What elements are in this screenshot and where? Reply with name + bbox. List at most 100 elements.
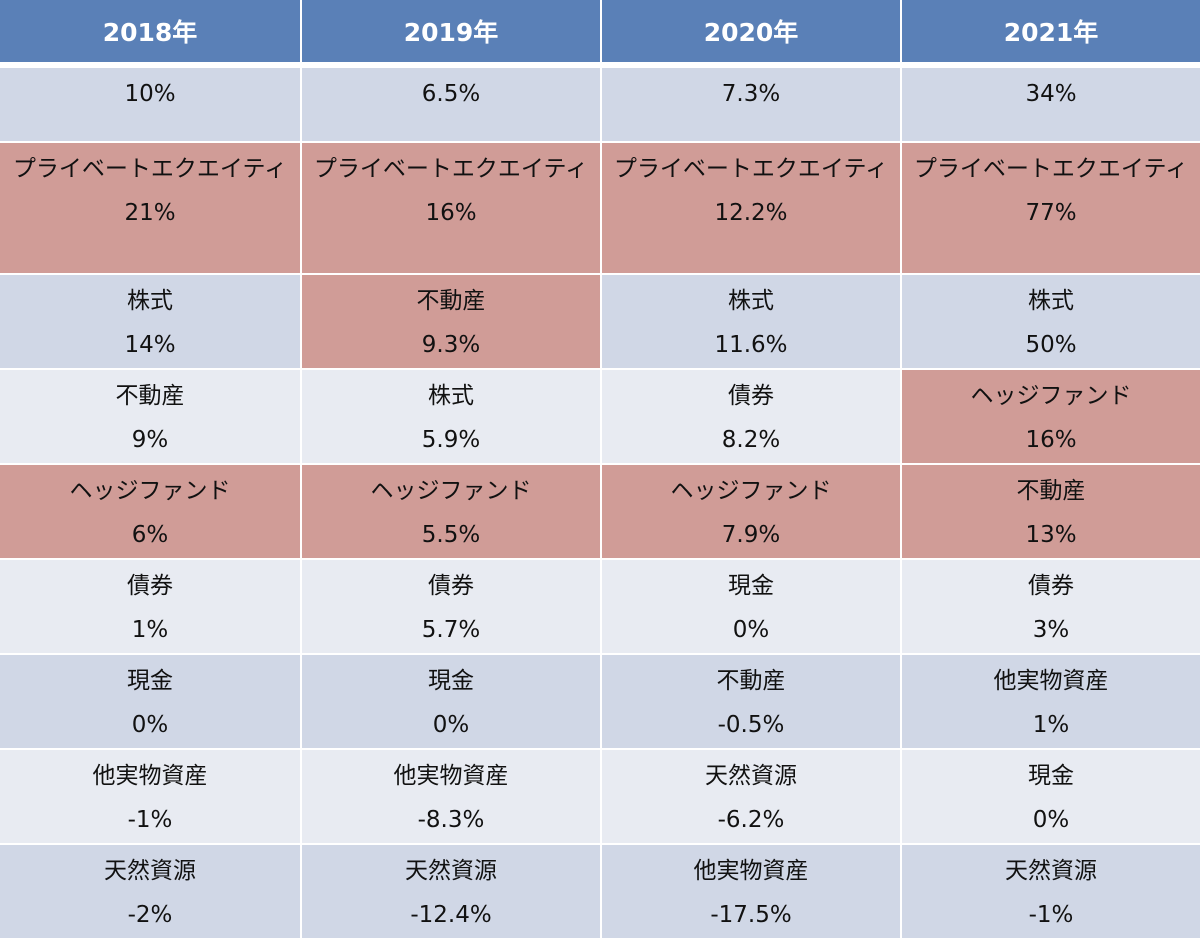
table-cell: 現金 0%	[0, 655, 300, 750]
cell-asset: 債券	[1028, 573, 1074, 599]
cell-value: -1%	[1028, 902, 1074, 928]
year-header-2019: 2019年	[300, 0, 600, 68]
table-cell: 天然資源 -1%	[900, 845, 1200, 940]
cell-value: 13%	[1025, 522, 1077, 548]
table-cell: 他実物資産 -8.3%	[300, 750, 600, 845]
cell-value: -6.2%	[717, 807, 785, 833]
table-row: 他実物資産 -1% 他実物資産 -8.3% 天然資源 -6.2% 現金 0%	[0, 750, 1200, 845]
cell-asset: 天然資源	[1005, 858, 1097, 884]
cell-value: 12.2%	[714, 200, 788, 226]
table-row: 債券 1% 債券 5.7% 現金 0% 債券 3%	[0, 560, 1200, 655]
cell-value: 10%	[124, 81, 176, 107]
table-cell: 株式 11.6%	[600, 275, 900, 370]
cell-value: 5.5%	[421, 522, 481, 548]
table-cell: ヘッジファンド 7.9%	[600, 465, 900, 560]
cell-asset: 天然資源	[104, 858, 196, 884]
cell-asset: 不動産	[416, 288, 486, 314]
cell-asset: 株式	[728, 288, 774, 314]
cell-value: 5.7%	[421, 617, 481, 643]
cell-asset: ヘッジファンド	[970, 383, 1132, 409]
cell-value: -0.5%	[717, 712, 785, 738]
table-cell: 株式 14%	[0, 275, 300, 370]
cell-value: -12.4%	[410, 902, 492, 928]
cell-value: 6.5%	[421, 81, 481, 107]
table-cell: 債券 8.2%	[600, 370, 900, 465]
cell-asset: 不動産	[1016, 478, 1086, 504]
cell-asset: 他実物資産	[693, 858, 809, 884]
cell-asset: 天然資源	[705, 763, 797, 789]
table-cell: 他実物資産 -1%	[0, 750, 300, 845]
table-cell: ヘッジファンド 5.5%	[300, 465, 600, 560]
table-row: 天然資源 -2% 天然資源 -12.4% 他実物資産 -17.5% 天然資源 -1%	[0, 845, 1200, 940]
table-cell: プライベートエクエイティ 12.2%	[600, 143, 900, 275]
table-cell: 現金 0%	[300, 655, 600, 750]
cell-value: 8.2%	[721, 427, 781, 453]
cell-asset: 債券	[428, 573, 474, 599]
cell-value: 3%	[1032, 617, 1070, 643]
table-row: ヘッジファンド 6% ヘッジファンド 5.5% ヘッジファンド 7.9% 不動産 13%	[0, 465, 1200, 560]
table-cell: 株式 5.9%	[300, 370, 600, 465]
cell-value: 21%	[124, 200, 176, 226]
table-cell: プライベートエクエイティ 77%	[900, 143, 1200, 275]
table-cell: ヘッジファンド 6%	[0, 465, 300, 560]
table-cell: プライベートエクエイティ 21%	[0, 143, 300, 275]
cell-asset: ヘッジファンド	[69, 478, 231, 504]
cell-asset: 株式	[1028, 288, 1074, 314]
table-cell: 天然資源 -6.2%	[600, 750, 900, 845]
cell-value: 0%	[732, 617, 770, 643]
cell-value: -1%	[127, 807, 173, 833]
cell-value: -17.5%	[710, 902, 792, 928]
cell-asset: プライベートエクエイティ	[313, 156, 589, 182]
cell-value: 5.9%	[421, 427, 481, 453]
table-cell: 債券 3%	[900, 560, 1200, 655]
cell-asset: 他実物資産	[92, 763, 208, 789]
year-header-2018: 2018年	[0, 0, 300, 68]
table-cell: 34%	[900, 68, 1200, 143]
cell-value: 9.3%	[421, 332, 481, 358]
cell-asset: 現金	[728, 573, 774, 599]
cell-asset: 不動産	[115, 383, 185, 409]
cell-asset: プライベートエクエイティ	[613, 156, 889, 182]
table-cell: 他実物資産 1%	[900, 655, 1200, 750]
table-cell: 不動産 -0.5%	[600, 655, 900, 750]
table-row: 株式 14% 不動産 9.3% 株式 11.6% 株式 50%	[0, 275, 1200, 370]
cell-asset: 債券	[728, 383, 774, 409]
table-cell: 天然資源 -12.4%	[300, 845, 600, 940]
cell-value: 7.9%	[721, 522, 781, 548]
cell-asset: ヘッジファンド	[670, 478, 832, 504]
cell-asset: 天然資源	[405, 858, 497, 884]
year-header-2020: 2020年	[600, 0, 900, 68]
cell-value: -2%	[127, 902, 173, 928]
cell-asset: 現金	[127, 668, 173, 694]
cell-value: 0%	[432, 712, 470, 738]
cell-asset: 株式	[428, 383, 474, 409]
cell-value: -8.3%	[417, 807, 485, 833]
year-header-2021: 2021年	[900, 0, 1200, 68]
table-cell: 不動産 13%	[900, 465, 1200, 560]
cell-value: 11.6%	[714, 332, 788, 358]
table-cell: ヘッジファンド 16%	[900, 370, 1200, 465]
table-cell: 不動産 9.3%	[300, 275, 600, 370]
cell-value: 0%	[131, 712, 169, 738]
cell-value: 16%	[1025, 427, 1077, 453]
table-cell: 債券 1%	[0, 560, 300, 655]
table-cell: 現金 0%	[600, 560, 900, 655]
cell-asset: 株式	[127, 288, 173, 314]
cell-value: 0%	[1032, 807, 1070, 833]
cell-value: 9%	[131, 427, 169, 453]
table-row: 現金 0% 現金 0% 不動産 -0.5% 他実物資産 1%	[0, 655, 1200, 750]
cell-asset: 現金	[428, 668, 474, 694]
table-cell: 株式 50%	[900, 275, 1200, 370]
table-cell: 他実物資産 -17.5%	[600, 845, 900, 940]
table-cell: 不動産 9%	[0, 370, 300, 465]
table-cell: 6.5%	[300, 68, 600, 143]
table-row: プライベートエクエイティ 21% プライベートエクエイティ 16% プライベートエク…	[0, 143, 1200, 275]
cell-value: 1%	[1032, 712, 1070, 738]
cell-value: 16%	[425, 200, 477, 226]
table-row: 10% 6.5% 7.3% 34%	[0, 68, 1200, 143]
header-row: 2018年 2019年 2020年 2021年	[0, 0, 1200, 68]
cell-asset: 債券	[127, 573, 173, 599]
cell-asset: 他実物資産	[993, 668, 1109, 694]
cell-asset: 他実物資産	[393, 763, 509, 789]
